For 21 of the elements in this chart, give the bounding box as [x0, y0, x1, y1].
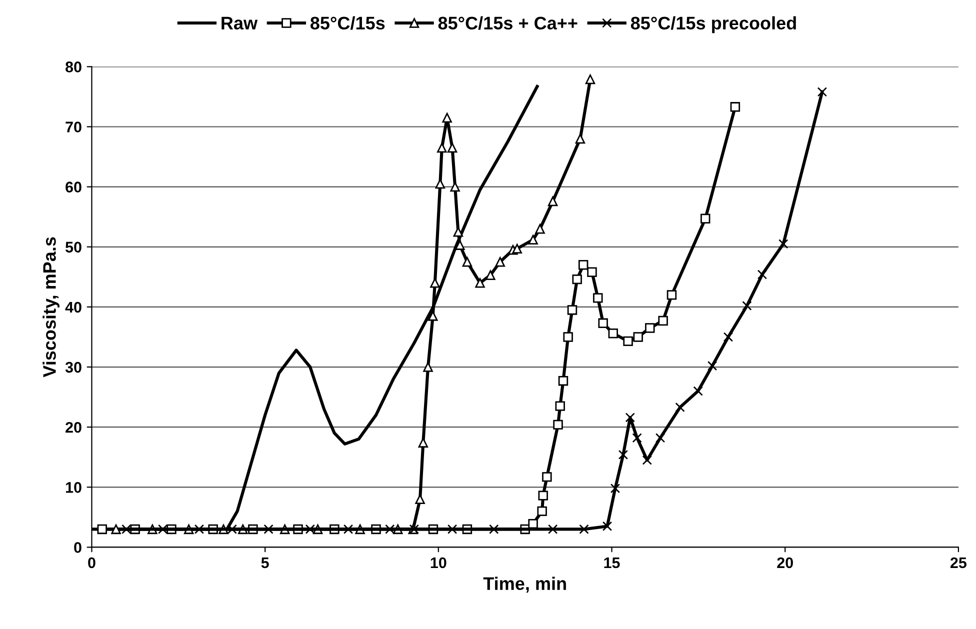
- y-tick-label: 70: [66, 122, 82, 132]
- y-tick-label: 80: [66, 62, 82, 72]
- y-tick-label: 10: [66, 482, 82, 493]
- x-tick-label: 20: [777, 557, 793, 568]
- x-tick-label: 25: [950, 557, 967, 568]
- x-tick-label: 15: [604, 558, 620, 568]
- y-tick-label: 50: [66, 242, 82, 253]
- y-tick-label: 40: [65, 302, 82, 313]
- y-axis-title: Viscosity, mPa.s: [42, 237, 60, 378]
- x-tick-label: 5: [261, 558, 269, 568]
- y-tick-label: 30: [65, 362, 82, 373]
- y-tick-label: 20: [66, 422, 82, 433]
- x-tick-label: 0: [88, 557, 96, 568]
- legend-label: Raw: [222, 16, 258, 30]
- legend-label: 85°C/15s precooled: [630, 16, 796, 34]
- y-tick-label: 0: [74, 542, 82, 553]
- x-tick-label: 10: [430, 557, 446, 568]
- legend-label: 85°C/15s + Ca++: [438, 16, 578, 30]
- y-tick-label: 60: [66, 182, 82, 192]
- x-axis-title: Time, min: [483, 576, 566, 593]
- legend-label: 85°C/15s: [310, 16, 385, 30]
